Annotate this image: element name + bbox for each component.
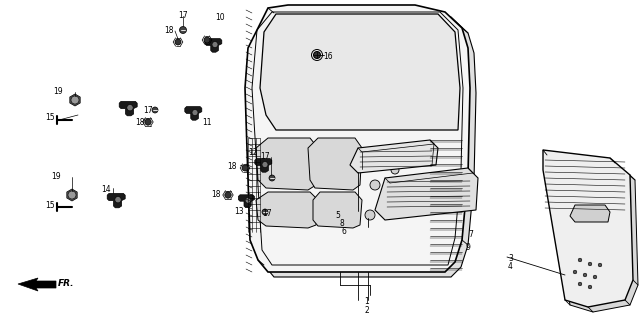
Text: 18: 18 xyxy=(164,26,174,35)
Text: 10: 10 xyxy=(215,13,225,22)
Text: 9: 9 xyxy=(466,243,471,252)
Circle shape xyxy=(269,175,275,181)
Circle shape xyxy=(578,258,582,262)
Text: 17: 17 xyxy=(262,209,271,218)
Circle shape xyxy=(152,107,158,113)
Circle shape xyxy=(598,263,602,267)
Text: 16: 16 xyxy=(323,52,333,61)
Circle shape xyxy=(262,209,268,215)
Circle shape xyxy=(179,26,186,33)
Polygon shape xyxy=(70,94,80,106)
Text: 18: 18 xyxy=(136,118,145,127)
Text: 8: 8 xyxy=(339,219,344,228)
Circle shape xyxy=(588,262,592,266)
Circle shape xyxy=(212,42,218,47)
Circle shape xyxy=(242,165,248,171)
Text: 19: 19 xyxy=(53,87,63,96)
Polygon shape xyxy=(375,168,478,220)
Circle shape xyxy=(573,270,577,274)
Circle shape xyxy=(192,110,198,115)
Circle shape xyxy=(262,162,268,168)
Circle shape xyxy=(588,285,592,289)
Circle shape xyxy=(225,192,231,198)
Polygon shape xyxy=(108,193,125,208)
Circle shape xyxy=(370,180,380,190)
Circle shape xyxy=(593,275,596,279)
Circle shape xyxy=(391,166,399,174)
Polygon shape xyxy=(256,192,318,228)
Circle shape xyxy=(583,273,587,277)
Polygon shape xyxy=(119,101,137,116)
Circle shape xyxy=(314,52,321,59)
Text: 18: 18 xyxy=(211,190,221,199)
Text: 6: 6 xyxy=(341,227,346,236)
Polygon shape xyxy=(350,140,438,173)
Text: 5: 5 xyxy=(335,211,340,220)
Circle shape xyxy=(115,197,121,203)
Circle shape xyxy=(71,96,79,104)
Circle shape xyxy=(365,210,375,220)
Polygon shape xyxy=(308,138,362,190)
Circle shape xyxy=(386,196,394,204)
Text: 15: 15 xyxy=(45,201,55,210)
Polygon shape xyxy=(239,195,255,208)
Polygon shape xyxy=(67,189,77,201)
Text: 1: 1 xyxy=(365,297,369,306)
Text: 17: 17 xyxy=(143,106,153,115)
Text: 12: 12 xyxy=(248,148,258,157)
Text: 7: 7 xyxy=(468,230,473,239)
Circle shape xyxy=(127,105,133,111)
Text: 2: 2 xyxy=(365,306,369,315)
Text: 18: 18 xyxy=(227,162,237,171)
Text: 11: 11 xyxy=(202,118,211,127)
Circle shape xyxy=(245,197,251,203)
Circle shape xyxy=(204,37,210,43)
Polygon shape xyxy=(570,205,610,222)
Text: 17: 17 xyxy=(260,152,270,161)
Circle shape xyxy=(145,119,151,125)
Polygon shape xyxy=(255,159,272,172)
Polygon shape xyxy=(245,5,470,272)
Polygon shape xyxy=(205,38,222,52)
Text: 17: 17 xyxy=(178,11,188,20)
Circle shape xyxy=(175,39,181,45)
Circle shape xyxy=(68,191,76,199)
Text: 19: 19 xyxy=(51,172,61,181)
Polygon shape xyxy=(260,14,460,130)
Circle shape xyxy=(578,282,582,286)
Text: 3: 3 xyxy=(508,254,513,263)
Polygon shape xyxy=(185,107,202,120)
Polygon shape xyxy=(251,10,476,277)
Text: 15: 15 xyxy=(45,114,55,122)
Circle shape xyxy=(375,150,385,160)
Text: FR.: FR. xyxy=(58,280,74,288)
Polygon shape xyxy=(547,155,638,312)
Polygon shape xyxy=(543,150,633,307)
Polygon shape xyxy=(18,278,56,291)
Text: 4: 4 xyxy=(508,262,513,271)
Text: 14: 14 xyxy=(101,185,111,194)
Text: 13: 13 xyxy=(234,207,244,216)
Polygon shape xyxy=(256,138,318,190)
Polygon shape xyxy=(313,192,362,228)
